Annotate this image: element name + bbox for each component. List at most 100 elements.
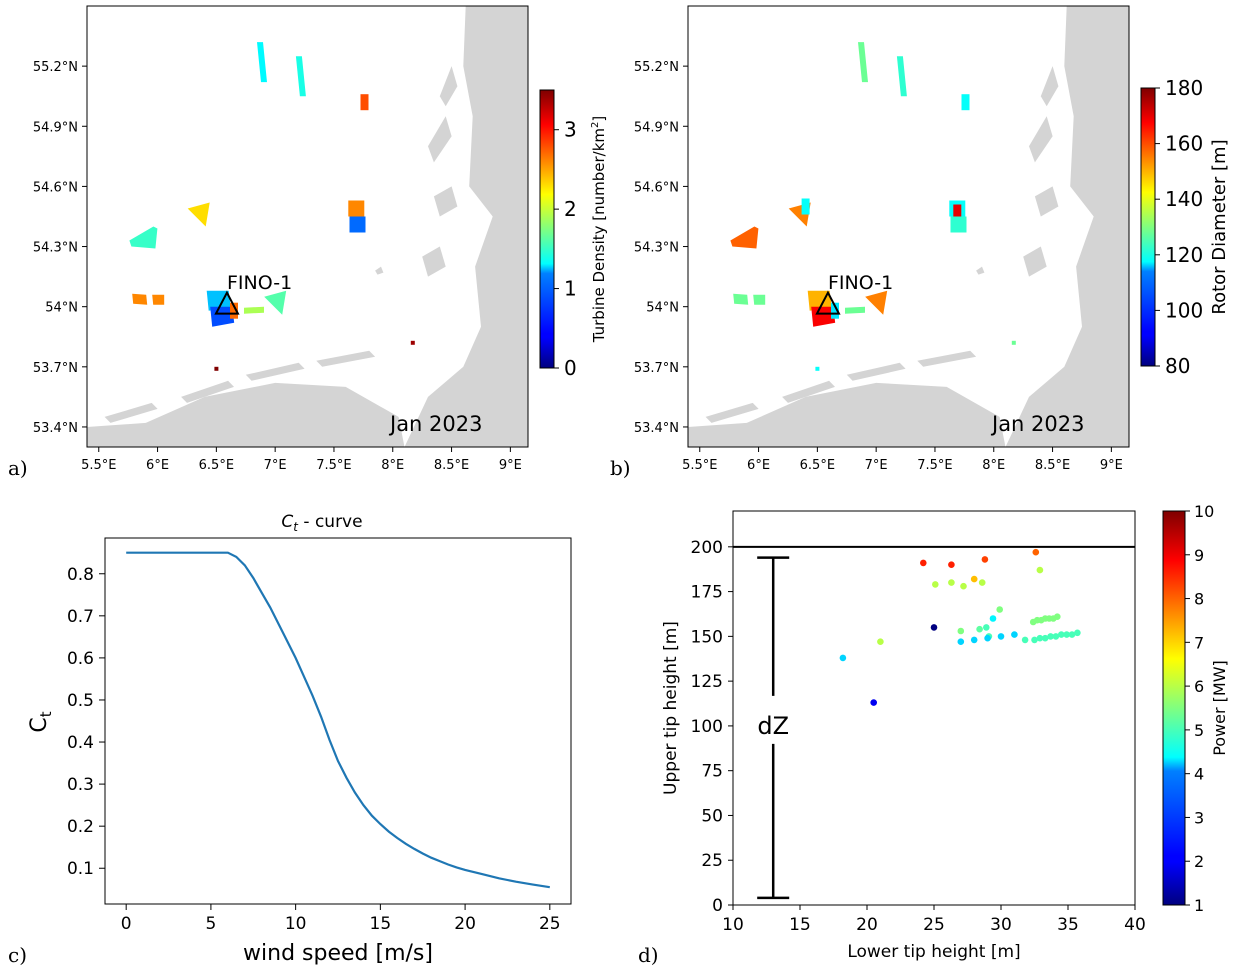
x-tick-label: 30	[990, 915, 1012, 935]
x-tick-label: 10	[722, 915, 744, 935]
panel-label-a: a)	[8, 456, 28, 480]
wind-farm	[152, 294, 165, 305]
island-8	[375, 266, 384, 275]
wind-farm	[865, 290, 888, 315]
wind-farm	[214, 366, 219, 371]
scatter-point	[983, 624, 990, 631]
ct-curve-line	[126, 551, 550, 889]
y-tick-label: 50	[701, 806, 723, 826]
wind-farm	[801, 198, 810, 215]
mainland	[404, 6, 528, 447]
colorbar-tick-label: 2	[1194, 852, 1204, 871]
colorbar-tick-label: 3	[1194, 808, 1204, 827]
scatter-point	[989, 615, 997, 622]
map-b-marker-label: FINO-1	[828, 272, 893, 294]
scatter-point	[976, 625, 983, 633]
y-tick-label: 125	[691, 672, 723, 692]
dz-bracket	[757, 556, 790, 900]
panel-label-d: d)	[638, 943, 659, 967]
y-tick-label: 53.4°N	[33, 421, 78, 436]
map-a-farms	[129, 42, 415, 371]
panel-c: Ct - curve 0 5 10 15 20 25 0.1 0.2 0.3 0.4 0.5 0.6…	[8, 512, 572, 967]
wind-farm	[733, 293, 749, 305]
x-tick-label: 7.5°E	[917, 458, 952, 473]
island-1	[846, 362, 906, 381]
scatter-point	[1036, 566, 1044, 574]
colorbar-a: 0 1 2 3 Turbine Density [number/km2]	[539, 89, 608, 380]
island-5	[422, 246, 446, 277]
scatter-point	[948, 561, 955, 568]
colorbar-label: Rotor Diameter [m]	[1209, 139, 1230, 314]
wind-farm	[230, 302, 238, 319]
wind-farm	[264, 290, 287, 315]
x-tick-label: 10	[285, 914, 307, 934]
y-tick-label: 54.9°N	[634, 120, 679, 135]
colorbar-d: 1 2 3 4 5 6 7 8 9 10 Power [MW]	[1162, 502, 1229, 915]
scatter-point	[970, 575, 978, 583]
x-tick-label: 35	[1057, 915, 1079, 935]
colorbar-label: Turbine Density [number/km2]	[590, 116, 608, 344]
island-0	[782, 380, 835, 403]
island-3	[104, 402, 158, 423]
scatter-point	[1041, 634, 1049, 642]
y-tick-label: 54.6°N	[634, 180, 679, 195]
y-tick-label: 0.1	[67, 859, 94, 879]
wind-farm	[815, 366, 820, 371]
colorbar-tick-label: 3	[564, 118, 577, 142]
y-tick-label: 55.2°N	[634, 60, 679, 75]
island-6	[428, 116, 452, 163]
map-b-yticks: 55.2°N 54.9°N 54.6°N 54.3°N 54°N 53.7°N 53.4°N	[634, 60, 688, 436]
colorbar-tick-label: 140	[1165, 187, 1203, 211]
chart-c-xlabel: wind speed [m/s]	[243, 941, 433, 966]
chart-d-frame	[732, 510, 1136, 906]
colorbar-tick-label: 7	[1194, 633, 1204, 652]
y-tick-label: 54.3°N	[634, 241, 679, 256]
colorbar-tick-label: 100	[1165, 298, 1203, 322]
panel-label-b: b)	[610, 456, 631, 480]
scatter-point	[997, 633, 1005, 640]
chart-c-yticks: 0.1 0.2 0.3 0.4 0.5 0.6 0.7 0.8	[67, 565, 105, 879]
mainland	[1005, 6, 1129, 447]
wind-farm	[257, 42, 267, 83]
scatter-point	[1063, 631, 1070, 638]
wind-farm	[187, 202, 210, 227]
x-tick-label: 6.5°E	[199, 458, 234, 473]
map-a-xticks: 5.5°E 6°E 6.5°E 7°E 7.5°E 8°E 8.5°E 9°E	[81, 447, 522, 473]
island-0	[181, 380, 234, 403]
y-tick-label: 54°N	[646, 301, 679, 316]
scatter-point	[978, 579, 986, 586]
y-tick-label: 53.4°N	[634, 421, 679, 436]
chart-d-xlabel: Lower tip height [m]	[847, 942, 1020, 962]
scatter-point	[1058, 631, 1065, 638]
chart-c-ylabel: Ct	[27, 711, 55, 732]
y-tick-label: 175	[691, 583, 723, 603]
x-tick-label: 0	[121, 914, 132, 934]
y-tick-label: 200	[691, 538, 723, 558]
wind-farm	[896, 56, 907, 97]
panel-a: 5.5°E 6°E 6.5°E 7°E 7.5°E 8°E 8.5°E 9°E 55.2°N5…	[8, 5, 608, 480]
chart-d-xticks: 10 15 20 25 30 35 40	[722, 905, 1146, 935]
x-tick-label: 6°E	[146, 458, 169, 473]
scatter-point	[839, 654, 847, 662]
wind-farm	[1011, 340, 1016, 345]
colorbar-tick-label: 10	[1194, 502, 1214, 521]
x-tick-label: 40	[1124, 915, 1146, 935]
x-tick-label: 8°E	[982, 458, 1005, 473]
scatter-point	[981, 556, 989, 563]
x-tick-label: 7.5°E	[316, 458, 351, 473]
y-tick-label: 0.2	[67, 817, 94, 837]
colorbar-label: Power [MW]	[1210, 660, 1229, 756]
y-tick-label: 25	[701, 851, 723, 871]
island-4	[433, 186, 458, 217]
scatter-point	[1047, 633, 1054, 640]
wind-farm	[961, 94, 970, 111]
chart-d-yticks: 0 25 50 75 100 125 150 175 200	[691, 538, 733, 916]
wind-farm	[753, 294, 766, 305]
scatter-point	[932, 581, 939, 588]
x-tick-label: 7°E	[865, 458, 888, 473]
colorbar-tick-label: 9	[1194, 546, 1204, 565]
scatter-point	[948, 579, 955, 586]
colorbar-bar	[539, 89, 555, 369]
colorbar-bar	[1162, 510, 1186, 906]
